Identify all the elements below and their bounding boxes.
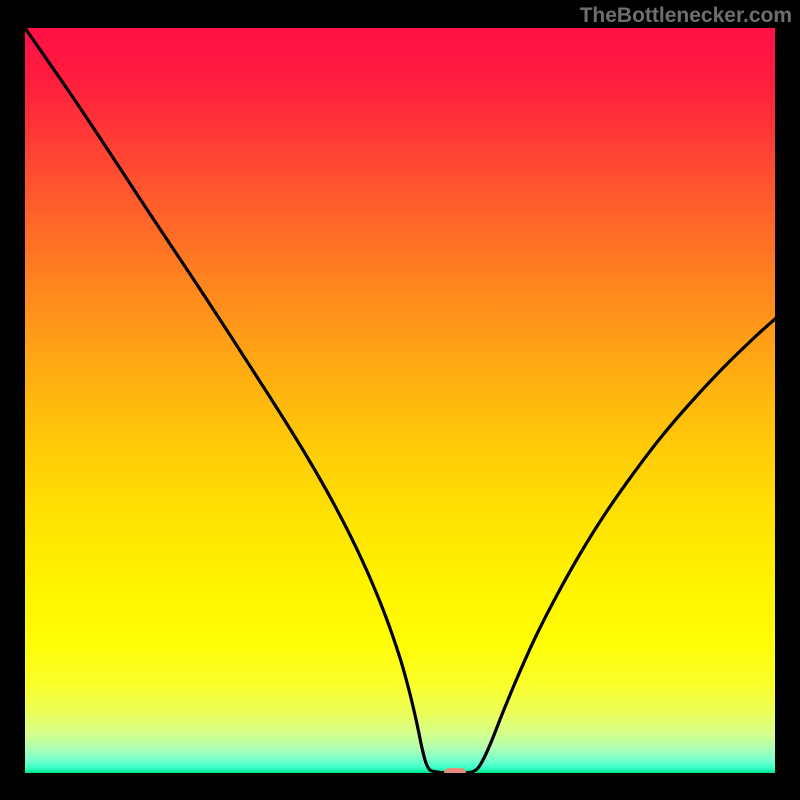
watermark-label: TheBottlenecker.com xyxy=(580,4,792,28)
bottleneck-chart xyxy=(0,0,800,800)
chart-container: TheBottlenecker.com xyxy=(0,0,800,800)
